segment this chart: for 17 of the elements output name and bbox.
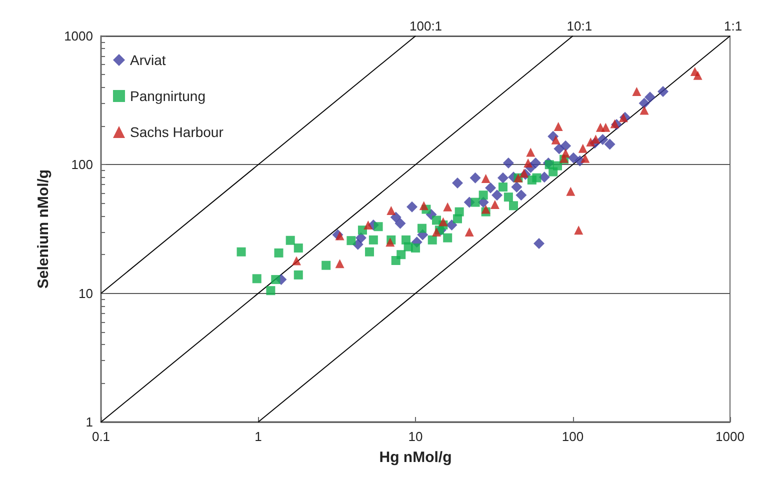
- y-tick-label: 1: [86, 414, 93, 430]
- x-tick-label: 100: [562, 429, 584, 444]
- x-tick-label: 1000: [716, 429, 744, 444]
- legend-label: Pangnirtung: [130, 88, 206, 104]
- x-tick-label: 0.1: [92, 429, 110, 444]
- y-tick-label: 1000: [64, 28, 93, 44]
- series-label: 1:1: [724, 18, 742, 34]
- legend-label: Sachs Harbour: [130, 124, 224, 140]
- x-axis-title: Hg nMol/g: [379, 449, 452, 466]
- x-tick-label: 1: [254, 429, 262, 444]
- y-axis-title: Selenium nMol/g: [35, 169, 52, 289]
- series-label: 100:1: [410, 18, 442, 34]
- y-tick-label: 100: [71, 157, 93, 172]
- series-label: 10:1: [566, 18, 592, 34]
- y-tick-label: 10: [78, 286, 93, 301]
- x-tick-label: 10: [408, 429, 423, 444]
- legend-label: Arviat: [130, 52, 166, 68]
